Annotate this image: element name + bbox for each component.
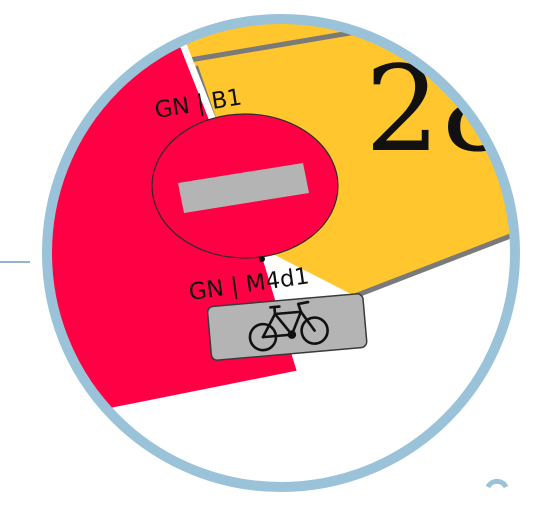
no-entry-sign <box>151 113 339 259</box>
bicycle-icon <box>248 300 329 352</box>
lens-ring <box>42 14 520 492</box>
anchor-dot <box>259 256 265 262</box>
zone-boundary-bottom <box>354 215 515 299</box>
corner-handle <box>485 478 509 489</box>
bicycle-plate <box>206 293 368 361</box>
no-entry-bar <box>178 163 309 213</box>
